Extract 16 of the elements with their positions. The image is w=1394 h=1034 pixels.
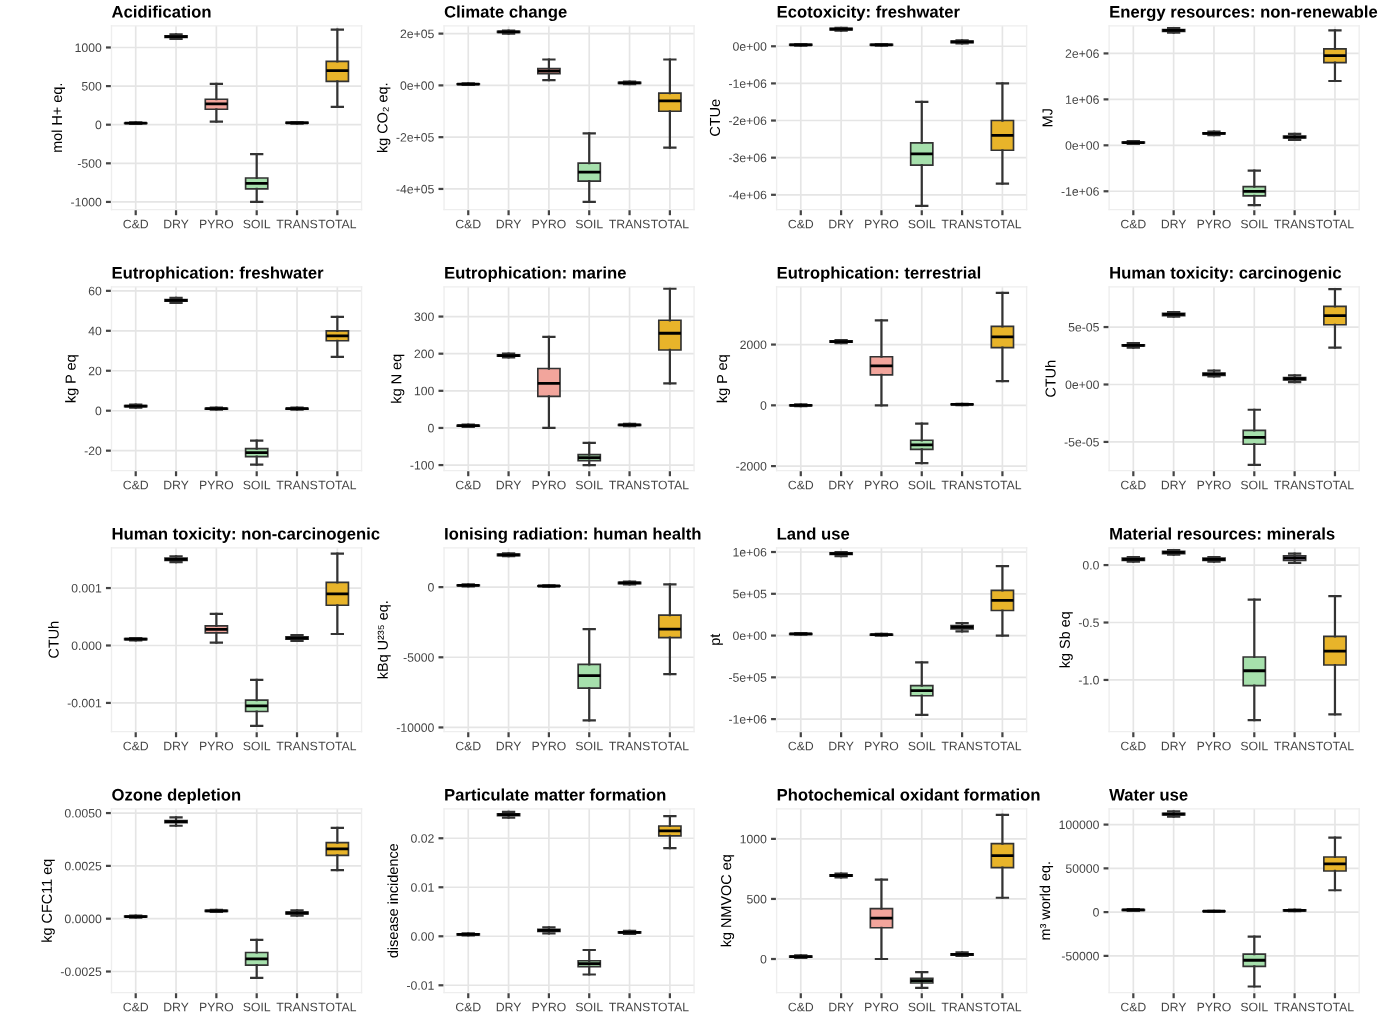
- chart-title: Ecotoxicity: freshwater: [777, 5, 960, 21]
- chart-title: Particulate matter formation: [445, 788, 666, 801]
- chart-title: Material resources: minerals: [1110, 527, 1335, 540]
- chart-title: Water use: [1109, 789, 1188, 801]
- chart-title: Eutrophication: freshwater: [112, 266, 324, 282]
- chart-title: Human toxicity: carcinogenic: [1110, 266, 1342, 283]
- chart-title: Human toxicity: non-carcinogenic: [112, 527, 380, 544]
- chart-title: Ozone depletion: [112, 788, 241, 804]
- chart-title: Land use: [777, 527, 850, 540]
- chart-title: Climate change: [444, 5, 567, 22]
- chart-title: Photochemical oxidant formation: [777, 788, 1040, 801]
- chart-title: Energy resources: non-renewable: [1110, 5, 1378, 22]
- chart-title: Ionising radiation: human health: [445, 527, 701, 544]
- chart-title: Eutrophication: marine: [445, 266, 626, 282]
- chart-title: Acidification: [111, 5, 211, 18]
- chart-title: Eutrophication: terrestrial: [777, 266, 981, 282]
